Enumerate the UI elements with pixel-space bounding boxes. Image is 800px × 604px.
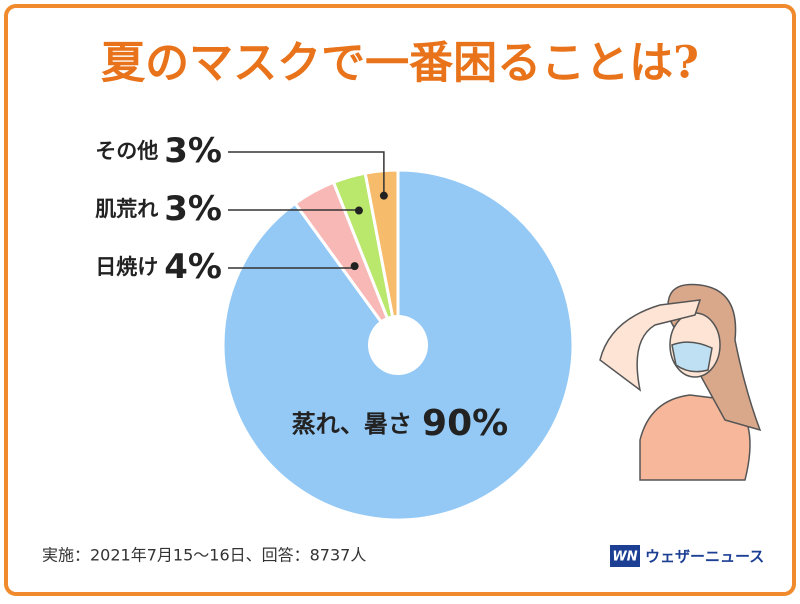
category-label: その他 — [95, 139, 158, 163]
category-label: 蒸れ、暑さ — [292, 410, 412, 438]
footnote: 実施：2021年7月15～16日、回答：8737人 — [42, 546, 366, 565]
slice-label: 肌荒れ 3% — [95, 189, 222, 229]
slice-label: その他 3% — [95, 131, 222, 171]
value-label: 4% — [164, 247, 222, 287]
arm — [599, 299, 702, 392]
chart-title: 夏のマスクで一番困ることは? — [101, 38, 699, 89]
logo: WN ウェザーニュース — [610, 545, 764, 567]
pie-slice — [363, 168, 400, 346]
logo-text: ウェザーニュース — [645, 548, 764, 566]
value-label: 3% — [164, 131, 222, 171]
logo-mark: WN — [612, 550, 637, 565]
slice-label: 日焼け 4% — [95, 247, 222, 287]
logo-badge — [610, 545, 640, 567]
category-label: 日焼け — [95, 255, 158, 279]
value-label: 3% — [164, 189, 222, 229]
leader-line — [228, 151, 385, 196]
leader-dot — [350, 262, 359, 271]
mask — [671, 341, 713, 373]
leader-dot — [379, 191, 388, 200]
category-label: 肌荒れ — [95, 197, 158, 221]
leader-dot — [354, 206, 363, 215]
illustration — [599, 283, 762, 481]
leader-line — [228, 209, 360, 211]
slice-label: 蒸れ、暑さ 90% — [292, 403, 508, 444]
donut-hole — [368, 315, 428, 375]
value-label: 90% — [422, 403, 508, 444]
pie — [221, 168, 575, 522]
